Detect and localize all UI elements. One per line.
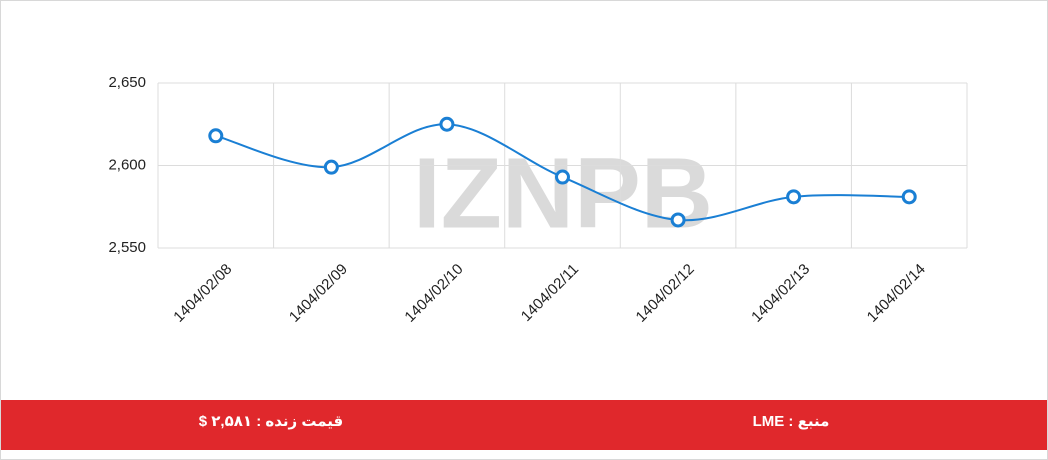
live-price: قیمت زنده : ۲,۵۸۱ $ bbox=[199, 413, 343, 430]
y-tick-label: 2,550 bbox=[108, 239, 146, 256]
point bbox=[323, 159, 339, 175]
y-tick-label: 2,650 bbox=[108, 74, 146, 91]
x-tick-label: 1404/02/09 bbox=[286, 261, 351, 326]
y-tick-label: 2,600 bbox=[108, 156, 146, 173]
x-tick-label: 1404/02/13 bbox=[748, 261, 813, 326]
point bbox=[555, 169, 570, 185]
point bbox=[901, 189, 917, 205]
point bbox=[670, 212, 686, 228]
point bbox=[786, 189, 802, 205]
x-tick-label: 1404/02/14 bbox=[864, 261, 929, 326]
point bbox=[208, 128, 224, 144]
x-tick-label: 1404/02/08 bbox=[170, 261, 235, 326]
x-tick-label: 1404/02/10 bbox=[401, 261, 466, 326]
point bbox=[439, 116, 455, 132]
watermark: IZNPB bbox=[413, 137, 713, 249]
x-tick-label: 1404/02/11 bbox=[518, 261, 582, 325]
footer-bar bbox=[1, 400, 1047, 450]
x-tick-label: 1404/02/12 bbox=[633, 261, 698, 326]
source: منبع : LME bbox=[753, 413, 830, 430]
